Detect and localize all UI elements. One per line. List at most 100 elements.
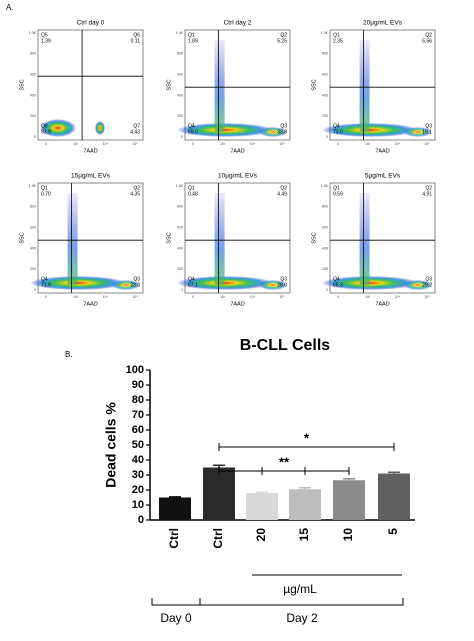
quadrant-value: 1.89: [188, 38, 198, 44]
density-streak: [214, 40, 225, 132]
y-tick-label: 400: [30, 93, 36, 97]
y-tick-label: 10: [132, 499, 144, 511]
x-tick-label: 10⁵: [279, 295, 285, 299]
quadrant-value: 19.1: [422, 129, 432, 135]
quadrant-value: 59.0: [188, 129, 198, 135]
quadrant-name: Q2: [425, 185, 432, 191]
x-tick-label: 10³: [365, 142, 371, 146]
x-tick-label: 10: [341, 528, 355, 542]
y-tick-label: 50: [132, 439, 144, 451]
group-line: [151, 598, 201, 606]
density-cloud: [177, 276, 273, 290]
density-cloud: [259, 127, 287, 137]
error-bar: [169, 496, 181, 498]
plot-frame: [329, 182, 436, 294]
y-tick-label: 1.0K: [321, 31, 329, 35]
x-tick-label: 10⁵: [132, 295, 138, 299]
quadrant-name: Q2: [280, 185, 287, 191]
plot-title: 15µg/mL EVs: [71, 173, 111, 180]
x-tick-label: 10⁵: [279, 142, 285, 146]
quadrant-name: Q3: [133, 276, 140, 282]
y-tick-label: 400: [177, 246, 183, 250]
group-line: [199, 598, 404, 606]
x-tick-label: 0: [45, 295, 47, 299]
y-tick-label: 800: [177, 205, 183, 209]
quadrant-value: 4.49: [277, 191, 287, 197]
y-tick-label: 800: [322, 52, 328, 56]
x-axis-label: 7AAD: [375, 301, 389, 307]
group-label: Day 0: [160, 611, 192, 625]
x-tick-label: 10⁴: [103, 295, 109, 299]
x-tick-label: 10⁴: [250, 142, 256, 146]
density-streak: [214, 193, 225, 285]
y-tick-label: 0: [326, 135, 328, 139]
plot-title: Ctrl day 0: [77, 20, 105, 27]
y-tick-label: 0: [326, 288, 328, 292]
y-tick-label: 600: [30, 226, 36, 230]
y-tick-label: 0: [34, 135, 36, 139]
quadrant-value: 5.56: [422, 38, 432, 44]
quadrant-name: Q7: [133, 123, 140, 129]
quadrant-name: Q3: [425, 123, 432, 129]
y-tick-label: 30: [132, 469, 144, 481]
density-cloud: [404, 127, 432, 137]
y-tick-label: 600: [322, 73, 328, 77]
quadrant-name: Q3: [280, 276, 287, 282]
y-tick-label: 100: [126, 364, 144, 376]
x-tick-label: 0: [192, 142, 194, 146]
error-bar: [343, 478, 355, 481]
density-cloud: [95, 121, 105, 135]
x-tick-label: 10³: [73, 142, 79, 146]
y-tick-label: 200: [322, 267, 328, 271]
density-cloud: [322, 276, 418, 290]
quadrant-value: 4.35: [130, 191, 140, 197]
y-tick-label: 200: [177, 267, 183, 271]
quadrant-value: 1.39: [41, 38, 51, 44]
y-tick-label: 600: [322, 226, 328, 230]
x-tick-label: 15: [297, 528, 311, 542]
y-tick-label: 400: [322, 246, 328, 250]
quadrant-value: 2.35: [333, 38, 343, 44]
plot-frame: [37, 182, 144, 294]
density-streak: [359, 40, 370, 132]
quadrant-value: 4.91: [422, 191, 432, 197]
quadrant-name: Q2: [425, 32, 432, 38]
y-tick-label: 70: [132, 409, 144, 421]
plot-title: Ctrl day 2: [224, 20, 252, 27]
x-tick-label: Ctrl: [167, 528, 181, 549]
plot-frame: [329, 29, 436, 141]
bar: [246, 493, 278, 520]
quadrant-name: Q5: [41, 32, 48, 38]
y-tick-label: 1.0K: [176, 184, 184, 188]
y-tick-label: 0: [34, 288, 36, 292]
y-tick-label: 0: [181, 135, 183, 139]
y-axis-label: SSC: [311, 79, 317, 90]
x-axis-label: 7AAD: [230, 148, 244, 154]
quadrant-name: Q3: [425, 276, 432, 282]
panel-label: B.: [65, 350, 73, 359]
quadrant-value: 28.0: [277, 282, 287, 288]
y-tick-label: 600: [177, 226, 183, 230]
density-streak: [359, 193, 370, 285]
x-axis-label: 7AAD: [83, 301, 97, 307]
group-label: µg/mL: [283, 582, 317, 596]
plot-frame: [184, 29, 291, 141]
y-tick-label: 20: [132, 484, 144, 496]
x-tick-label: 10⁴: [395, 142, 401, 146]
x-axis-label: 7AAD: [375, 148, 389, 154]
y-tick-label: 1.0K: [321, 184, 329, 188]
x-tick-label: 0: [337, 142, 339, 146]
quadrant-value: 23.0: [130, 282, 140, 288]
quadrant-value: 93.9: [41, 129, 51, 135]
x-tick-label: 10⁵: [132, 142, 138, 146]
y-tick-label: 800: [177, 52, 183, 56]
quadrant-value: 0.11: [131, 38, 141, 44]
density-cloud: [177, 123, 273, 137]
y-tick-label: 1.0K: [176, 31, 184, 35]
y-tick-label: 200: [30, 114, 36, 118]
y-tick-label: 200: [322, 114, 328, 118]
quadrant-name: Q6: [133, 32, 140, 38]
plot-frame: [184, 182, 291, 294]
y-tick-label: 1.0K: [29, 31, 37, 35]
quadrant-name: Q1: [188, 185, 195, 191]
